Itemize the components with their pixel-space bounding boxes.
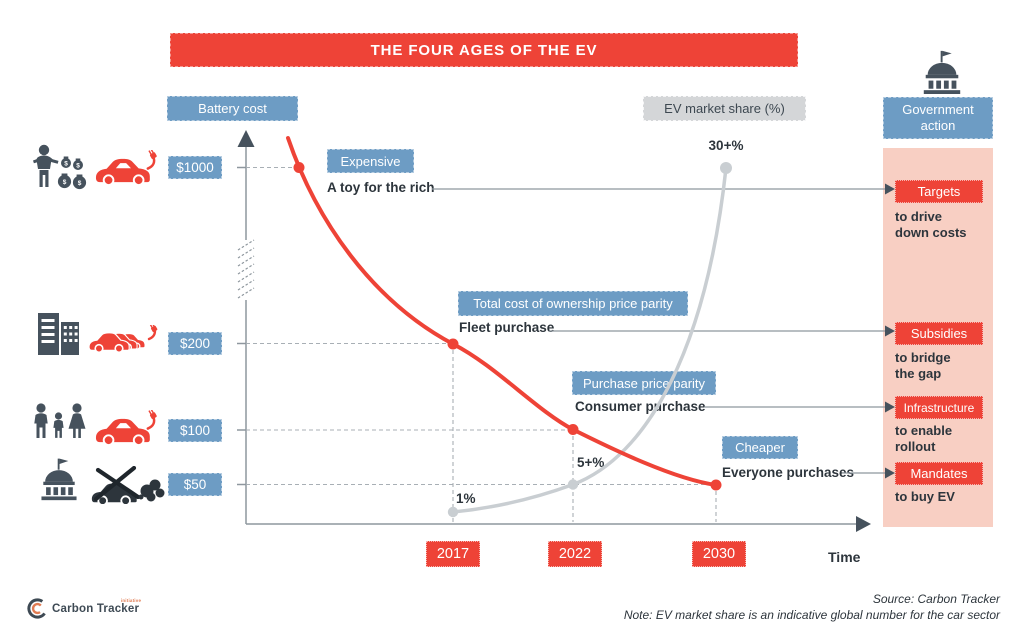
axis-break	[237, 239, 255, 299]
stage-tco-parity-badge: Total cost of ownership price parity	[458, 291, 688, 316]
action-subsidies-description: to bridge the gap	[895, 350, 951, 381]
capitol-building-icon	[35, 454, 83, 502]
action-mandates-description: to buy EV	[895, 489, 955, 504]
carbon-tracker-logo-text: Carbon Tracker initiative	[52, 597, 142, 615]
action-mandates-button: Mandates	[895, 462, 983, 485]
stage-expensive-caption: A toy for the rich	[327, 180, 435, 195]
svg-text:$: $	[64, 160, 68, 167]
source-note: Source: Carbon Tracker	[872, 592, 1000, 606]
battery-cost-tick-50: $50	[168, 473, 222, 496]
action-targets-button: Targets	[895, 180, 983, 203]
stage-consumer-caption: Consumer purchase	[575, 399, 706, 414]
ev-car-plug-icon	[94, 410, 160, 450]
x-axis-label: Time	[828, 549, 861, 565]
stage-cheaper-badge: Cheaper	[722, 436, 798, 459]
x-axis-arrow	[856, 516, 871, 532]
x-tick-2017: 2017	[426, 541, 480, 567]
government-action-header: Government action	[883, 97, 993, 139]
share-label-1pct: 1%	[456, 491, 476, 506]
carbon-tracker-logo-mark	[27, 598, 48, 619]
svg-text:$: $	[78, 180, 82, 187]
x-tick-2030: 2030	[692, 541, 746, 567]
stage-everyone-caption: Everyone purchases	[722, 465, 855, 480]
ev-car-plug-icon	[94, 150, 160, 190]
battery-cost-tick-1000: $1000	[168, 156, 222, 179]
dashed-guides	[246, 166, 717, 522]
battery-cost-axis-label: Battery cost	[167, 96, 298, 121]
action-infrastructure-button: Infrastructure	[895, 396, 983, 419]
y-axis-arrow	[237, 130, 255, 147]
ev-market-share-axis-label: EV market share (%)	[643, 96, 806, 121]
government-building-flag-icon	[916, 48, 968, 94]
family-icon	[34, 403, 86, 438]
footnote: Note: EV market share is an indicative g…	[623, 608, 1000, 622]
action-targets-description: to drive down costs	[895, 209, 967, 240]
page-title: THE FOUR AGES OF THE EV	[170, 33, 798, 67]
stage-fleet-caption: Fleet purchase	[459, 320, 555, 335]
action-subsidies-button: Subsidies	[895, 322, 983, 345]
y-axis	[237, 146, 247, 524]
battery-cost-tick-200: $200	[168, 332, 222, 355]
carbon-tracker-logo-sub: initiative	[120, 597, 142, 603]
action-infrastructure-description: to enable rollout	[895, 423, 953, 454]
svg-text:$: $	[76, 162, 80, 169]
x-tick-2022: 2022	[548, 541, 602, 567]
ev-fleet-plug-icon	[88, 325, 158, 353]
banned-ice-car-icon	[90, 466, 165, 504]
battery-cost-tick-100: $100	[168, 419, 222, 442]
share-label-5pct: 5+%	[577, 455, 605, 470]
wealthy-person-money-icon: $ $ $ $	[33, 144, 87, 190]
stage-expensive-badge: Expensive	[327, 149, 414, 173]
share-label-30pct: 30+%	[708, 138, 744, 153]
carbon-tracker-logo: Carbon Tracker initiative	[26, 597, 142, 620]
stage-purchase-parity-badge: Purchase price parity	[572, 371, 716, 395]
svg-text:$: $	[63, 179, 67, 186]
office-buildings-icon	[36, 309, 82, 357]
